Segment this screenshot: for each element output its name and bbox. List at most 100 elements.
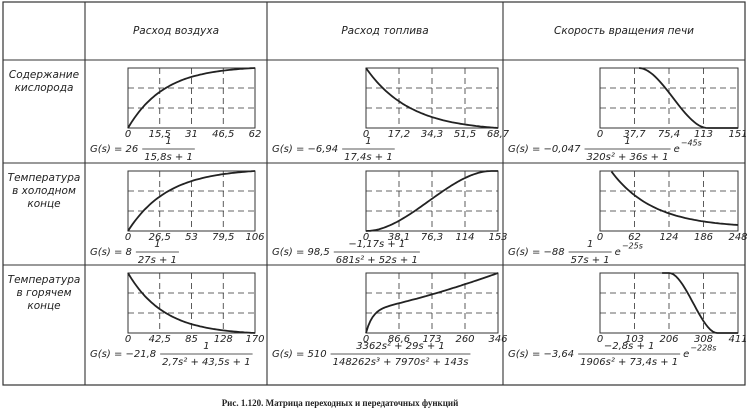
formula-gain: G(s) = 8 xyxy=(90,247,132,258)
formula-numerator: 1 xyxy=(203,341,209,352)
tick-label: 37,7 xyxy=(623,129,646,140)
formula-numerator: 1 xyxy=(154,239,160,250)
formula-numerator: −2,8s + 1 xyxy=(604,341,655,352)
exponent-power: −228s xyxy=(690,344,716,353)
tick-label: 206 xyxy=(659,334,678,345)
formula-denominator: 57s + 1 xyxy=(571,255,610,266)
table-border xyxy=(2,1,746,386)
tick-label: 0 xyxy=(125,334,131,345)
tick-label: 42,5 xyxy=(149,334,171,345)
tick-label: 0 xyxy=(363,129,369,140)
tick-label: 85 xyxy=(185,334,198,345)
tick-label: 79,5 xyxy=(212,232,234,243)
tick-label: 26,5 xyxy=(149,232,171,243)
formula-numerator: 3362s² + 29s + 1 xyxy=(356,341,444,352)
tick-label: 186 xyxy=(694,232,713,243)
tick-label: 53 xyxy=(185,232,198,243)
tick-label: 17,2 xyxy=(388,129,410,140)
response-curve xyxy=(127,170,256,232)
formula-gain: G(s) = −21,8 xyxy=(90,349,156,360)
tick-label: 51,5 xyxy=(454,129,476,140)
tick-label: 0 xyxy=(597,334,603,345)
formula-gain: G(s) = −88 xyxy=(508,247,565,258)
tick-label: 170 xyxy=(245,334,264,345)
row-header: Содержание xyxy=(9,69,79,81)
formula-gain: G(s) = 26 xyxy=(90,144,138,155)
formula-denominator: 1906s² + 73,4s + 1 xyxy=(580,357,678,368)
tick-label: 308 xyxy=(694,334,713,345)
formula-gain: G(s) = −3,64 xyxy=(508,349,574,360)
tick-label: 248 xyxy=(728,232,747,243)
tick-label: 68,7 xyxy=(487,129,510,140)
tick-label: 38,1 xyxy=(388,232,410,243)
formula-denominator: 27s + 1 xyxy=(138,255,177,266)
tick-label: 113 xyxy=(694,129,713,140)
response-curve xyxy=(638,67,738,129)
column-header: Расход воздуха xyxy=(133,25,219,37)
tick-label: 153 xyxy=(488,232,507,243)
formula-numerator: 1 xyxy=(165,136,171,147)
exponent-base: e xyxy=(615,247,621,258)
tick-label: 411 xyxy=(728,334,747,345)
formula-gain: G(s) = 510 xyxy=(272,349,327,360)
exponent-base: e xyxy=(674,144,680,155)
tick-label: 114 xyxy=(455,232,474,243)
formula-denominator: 320s² + 36s + 1 xyxy=(587,152,669,163)
row-header: в горячем xyxy=(16,287,71,299)
row-header: конце xyxy=(27,300,60,312)
formula-denominator: 681s² + 52s + 1 xyxy=(336,255,418,266)
response-curve xyxy=(365,272,499,334)
tick-label: 62 xyxy=(628,232,641,243)
exponent-power: −45s xyxy=(681,139,702,148)
tick-label: 76,3 xyxy=(421,232,443,243)
tick-label: 124 xyxy=(659,232,678,243)
formula-denominator: 15,8s + 1 xyxy=(144,152,193,163)
tick-label: 0 xyxy=(125,232,131,243)
tick-label: 31 xyxy=(185,129,198,140)
row-header: конце xyxy=(27,198,60,210)
tick-label: 15,5 xyxy=(149,129,171,140)
tick-label: 106 xyxy=(245,232,264,243)
formula-denominator: 17,4s + 1 xyxy=(344,152,393,163)
tick-label: 86,6 xyxy=(388,334,410,345)
tick-label: 34,3 xyxy=(421,129,443,140)
tick-label: 0 xyxy=(125,129,131,140)
tick-label: 62 xyxy=(249,129,262,140)
exponent-power: −25s xyxy=(622,242,643,251)
row-header: Температура xyxy=(8,274,81,286)
response-curve xyxy=(365,170,498,232)
response-curve xyxy=(127,67,256,129)
formula-gain: G(s) = −6,94 xyxy=(272,144,338,155)
caption: Рис. 1.120. Матрица переходных и передат… xyxy=(222,398,459,408)
tick-label: 0 xyxy=(363,232,369,243)
tick-label: 103 xyxy=(625,334,644,345)
tick-label: 260 xyxy=(455,334,474,345)
tick-label: 0 xyxy=(597,129,603,140)
row-header: кислорода xyxy=(15,82,74,94)
formula-gain: G(s) = 98,5 xyxy=(272,247,330,258)
formula-numerator: 1 xyxy=(624,136,630,147)
formula-denominator: 2,7s² + 43,5s + 1 xyxy=(162,357,250,368)
formula-numerator: 1 xyxy=(587,239,593,250)
column-header: Скорость вращения печи xyxy=(554,25,694,37)
tick-label: 46,5 xyxy=(212,129,234,140)
response-curve xyxy=(662,272,738,334)
response-curve xyxy=(610,171,739,226)
tick-label: 173 xyxy=(422,334,441,345)
tick-label: 75,4 xyxy=(658,129,680,140)
response-curve xyxy=(365,67,499,129)
tick-label: 0 xyxy=(597,232,603,243)
formula-denominator: 148262s³ + 7970s² + 143s xyxy=(333,357,469,368)
formula-gain: G(s) = −0,047 xyxy=(508,144,581,155)
tick-label: 346 xyxy=(488,334,507,345)
tick-label: 128 xyxy=(214,334,233,345)
response-curve xyxy=(127,272,256,334)
tick-label: 0 xyxy=(363,334,369,345)
formula-numerator: 1 xyxy=(365,136,371,147)
tick-label: 151 xyxy=(728,129,747,140)
exponent-base: e xyxy=(683,349,689,360)
row-header: в холодном xyxy=(12,185,76,197)
column-header: Расход топлива xyxy=(341,25,428,37)
formula-numerator: −1,17s + 1 xyxy=(348,239,405,250)
